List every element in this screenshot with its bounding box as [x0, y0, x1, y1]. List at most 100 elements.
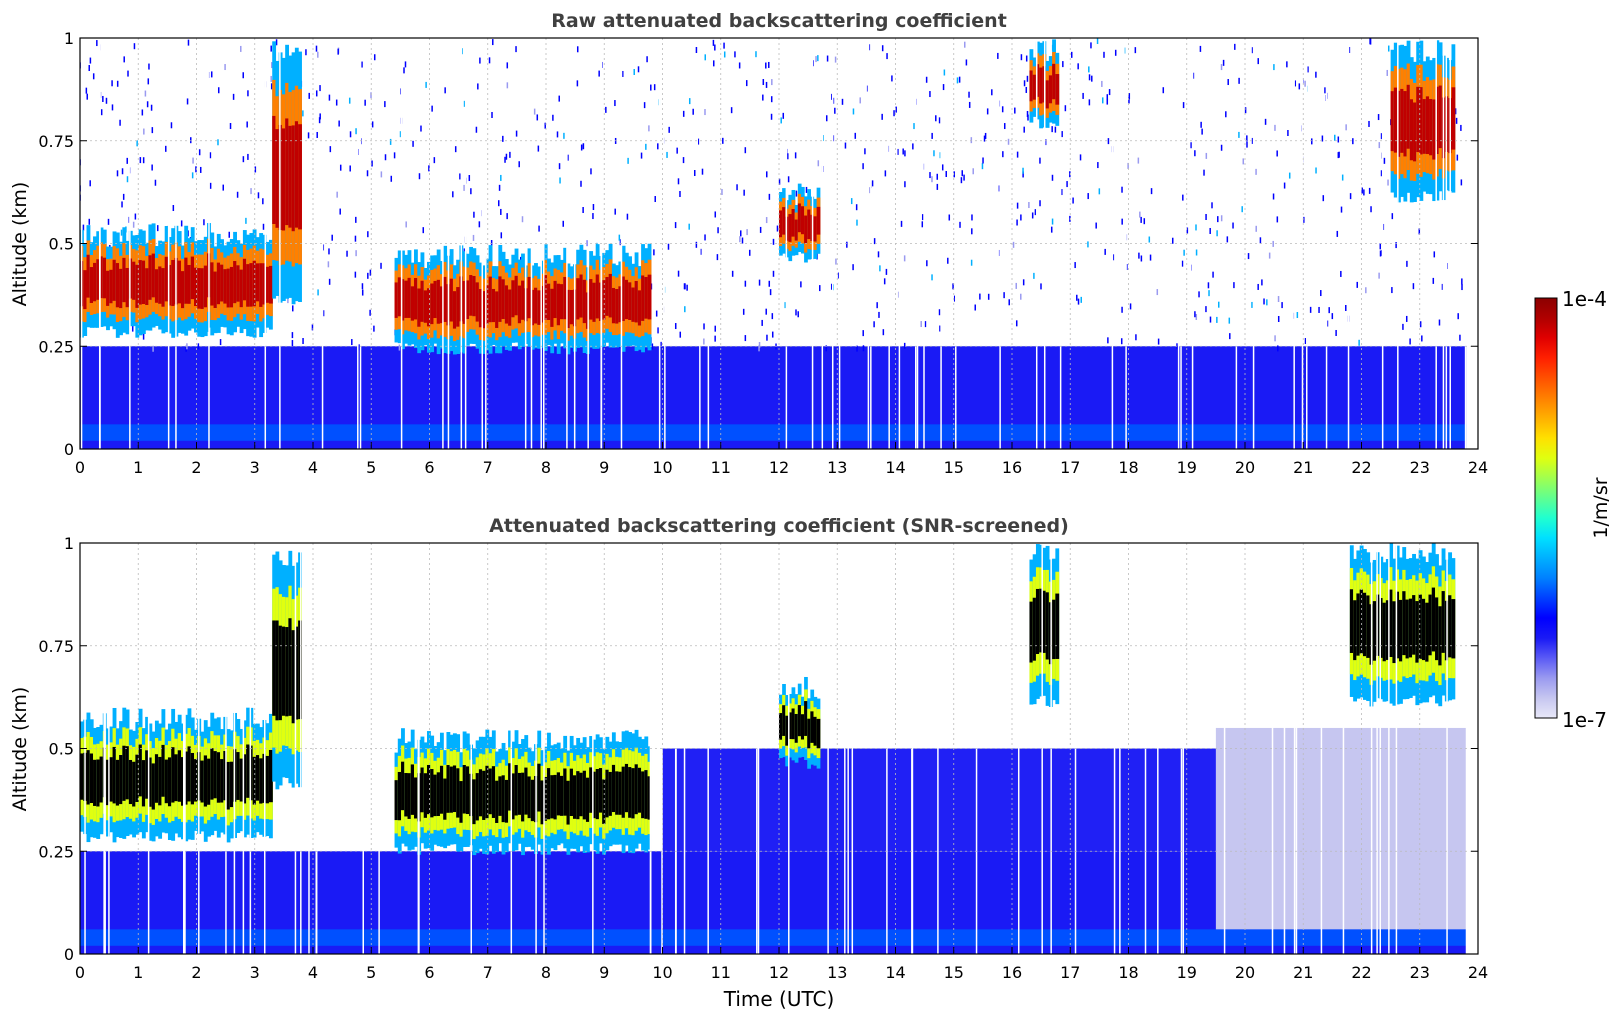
- noise-speckle: [492, 39, 494, 46]
- noise-speckle: [1183, 249, 1185, 256]
- noise-speckle: [825, 345, 828, 352]
- noise-speckle: [576, 46, 579, 53]
- noise-speckle: [143, 128, 145, 135]
- noise-speckle: [1294, 80, 1297, 87]
- noise-speckle: [744, 280, 747, 287]
- noise-speckle: [582, 143, 585, 150]
- noise-speckle: [1002, 151, 1004, 158]
- layer-core: [213, 751, 218, 799]
- layer-core: [589, 767, 594, 813]
- layer-core: [83, 270, 88, 310]
- noise-speckle: [1148, 236, 1151, 243]
- layer-core: [281, 128, 286, 231]
- noise-speckle: [782, 112, 785, 119]
- noise-speckle: [852, 108, 855, 115]
- layer-core: [485, 285, 490, 324]
- noise-speckle: [1288, 172, 1291, 179]
- layer-core: [501, 775, 506, 823]
- layer-core: [797, 705, 802, 737]
- noise-speckle: [257, 192, 260, 199]
- noise-speckle: [772, 270, 775, 277]
- layer-core: [112, 746, 117, 804]
- noise-speckle: [677, 178, 680, 185]
- layer-core: [210, 748, 215, 800]
- noise-speckle: [1368, 120, 1370, 127]
- layer-core: [1366, 595, 1371, 658]
- layer-core: [794, 713, 799, 743]
- layer-core: [430, 769, 435, 818]
- noise-speckle: [850, 198, 853, 205]
- noise-speckle: [1274, 124, 1276, 131]
- noise-speckle: [156, 225, 159, 232]
- layer-core: [449, 766, 454, 813]
- layer-core: [397, 771, 402, 821]
- layer-core: [1425, 602, 1430, 662]
- noise-speckle: [119, 119, 121, 126]
- noise-speckle: [232, 93, 235, 100]
- noise-speckle: [86, 93, 89, 100]
- noise-speckle: [1461, 284, 1463, 291]
- layer-core: [1428, 594, 1433, 656]
- layer-core: [135, 754, 140, 802]
- layer-core: [807, 209, 811, 240]
- noise-speckle: [961, 170, 963, 177]
- noise-speckle: [497, 200, 500, 207]
- noise-speckle: [877, 251, 880, 258]
- noise-speckle: [1120, 338, 1123, 345]
- noise-speckle: [142, 157, 145, 164]
- noise-speckle: [1216, 316, 1218, 323]
- x-axis-label: Time (UTC): [723, 987, 835, 1011]
- noise-speckle: [1241, 206, 1243, 213]
- noise-speckle: [567, 154, 569, 161]
- noise-speckle: [668, 126, 670, 133]
- noise-speckle: [1238, 131, 1240, 138]
- missing-data-stripe: [788, 543, 790, 954]
- layer-core: [504, 779, 509, 823]
- x-tick-label: 14: [885, 963, 905, 982]
- noise-speckle: [1012, 241, 1015, 248]
- noise-speckle: [979, 293, 981, 300]
- noise-speckle: [765, 62, 767, 69]
- layer-core: [628, 282, 632, 321]
- layer-core: [1435, 597, 1439, 661]
- x-tick-label: 7: [483, 963, 493, 982]
- missing-data-stripe: [542, 38, 545, 449]
- layer-core: [469, 275, 474, 316]
- noise-speckle: [768, 61, 770, 68]
- noise-speckle: [502, 135, 504, 142]
- noise-speckle: [741, 237, 744, 244]
- layer-core: [556, 283, 561, 326]
- x-tick-label: 18: [1118, 963, 1138, 982]
- noise-speckle: [1098, 188, 1101, 195]
- noise-speckle: [981, 163, 984, 170]
- noise-speckle: [1311, 138, 1313, 145]
- noise-speckle: [418, 173, 421, 180]
- noise-speckle: [1129, 303, 1132, 310]
- layer-core: [810, 711, 815, 743]
- layer-core: [407, 277, 412, 318]
- layer-core: [430, 283, 435, 325]
- noise-speckle: [651, 343, 654, 350]
- layer-core: [1029, 601, 1034, 663]
- layer-core: [102, 257, 107, 299]
- noise-speckle: [398, 344, 401, 351]
- layer-core: [443, 778, 448, 820]
- layer-core: [145, 268, 150, 305]
- layer-core: [508, 289, 512, 326]
- noise-speckle: [562, 220, 564, 227]
- x-ticks-raw: 0 1 2 3 4 5 6 7 8 9 10 11 12 13 14 15 16 17 18 19 20 21 22 23 24: [75, 442, 1488, 477]
- noise-speckle: [219, 339, 222, 346]
- noise-speckle: [768, 193, 771, 200]
- noise-speckle: [968, 91, 970, 98]
- missing-data-stripe: [362, 543, 364, 954]
- noise-speckle: [682, 157, 685, 164]
- noise-speckle: [358, 344, 361, 351]
- noise-speckle: [1377, 114, 1380, 121]
- noise-speckle: [1070, 51, 1073, 58]
- layer-core: [501, 279, 506, 319]
- missing-data-stripe: [308, 543, 310, 954]
- colorbar-unit-label: 1/m/sr: [1590, 477, 1612, 538]
- layer-core: [621, 276, 626, 322]
- noise-speckle: [714, 44, 716, 51]
- noise-speckle: [772, 238, 775, 245]
